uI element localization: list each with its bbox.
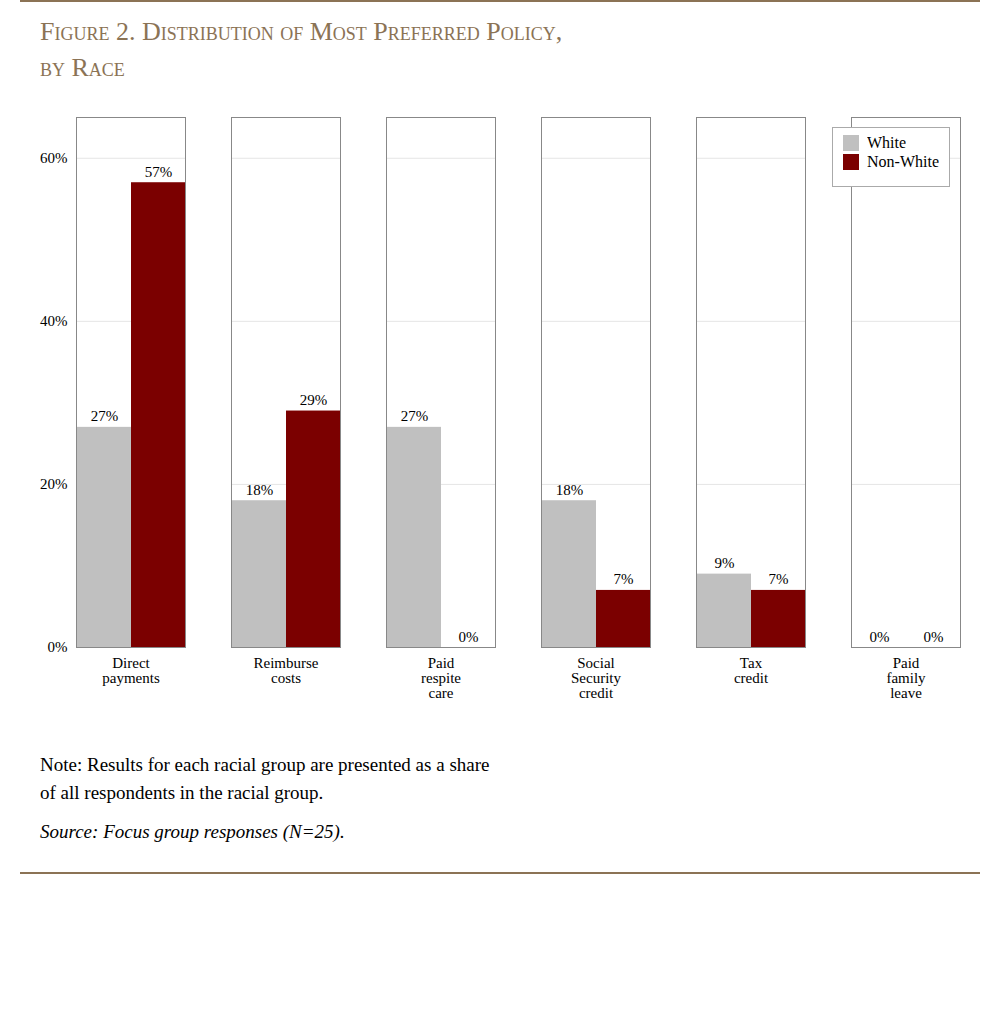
svg-text:0%: 0% — [48, 639, 68, 655]
svg-text:60%: 60% — [40, 150, 68, 166]
svg-text:0%: 0% — [924, 628, 944, 644]
svg-text:27%: 27% — [91, 408, 119, 424]
html-text:Non-White: Non-White — [867, 152, 939, 170]
svg-text:0%: 0% — [870, 628, 890, 644]
html-text:Note: Results for each racial: Note: Results for each racial group are … — [40, 753, 490, 804]
svg-text:Paidfamilyleave: Paidfamilyleave — [886, 655, 926, 701]
svg-text:0%: 0% — [459, 628, 479, 644]
html-text:White: White — [867, 133, 907, 151]
html-text:Figure 2. Distribution of Most: Figure 2. Distribution of Most Preferred… — [40, 17, 563, 83]
html-text:Source: Focus group responses: Source: Focus group responses (N=25). — [40, 820, 345, 842]
svg-text:18%: 18% — [246, 482, 274, 498]
svg-text:40%: 40% — [40, 313, 68, 329]
svg-text:Directpayments: Directpayments — [102, 655, 160, 686]
svg-text:27%: 27% — [401, 408, 429, 424]
svg-text:20%: 20% — [40, 476, 68, 492]
svg-text:57%: 57% — [145, 164, 173, 180]
svg-text:SocialSecuritycredit: SocialSecuritycredit — [571, 655, 621, 701]
svg-text:9%: 9% — [715, 555, 735, 571]
svg-text:7%: 7% — [614, 571, 634, 587]
svg-text:Taxcredit: Taxcredit — [734, 655, 769, 686]
svg-text:29%: 29% — [300, 392, 328, 408]
svg-text:Paidrespitecare: Paidrespitecare — [421, 655, 461, 701]
svg-text:18%: 18% — [556, 482, 584, 498]
svg-text:Reimbursecosts: Reimbursecosts — [254, 655, 319, 686]
svg-text:7%: 7% — [769, 571, 789, 587]
